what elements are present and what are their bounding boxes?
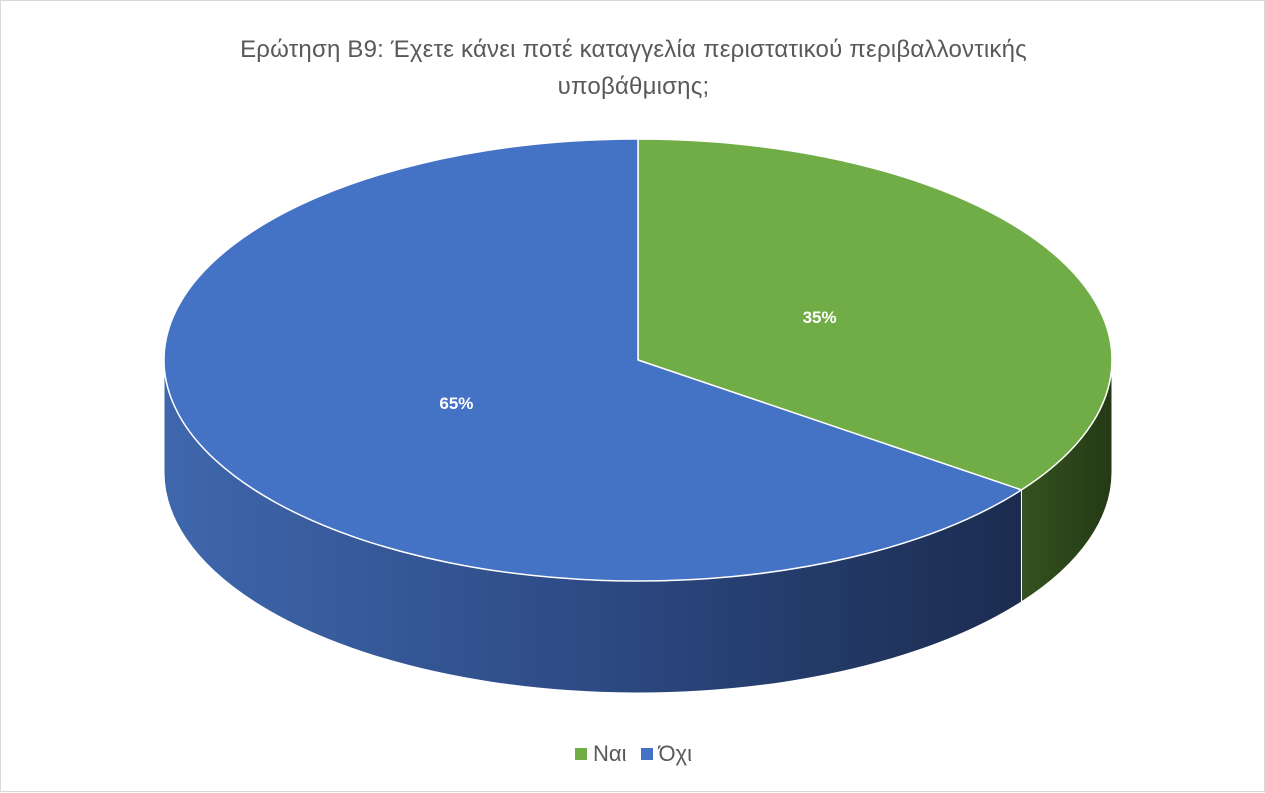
legend-label-no: Όχι	[658, 741, 692, 766]
chart-title-line-1: Ερώτηση Β9: Έχετε κάνει ποτέ καταγγελία …	[240, 36, 1027, 63]
pie-slice-yes	[637, 138, 1113, 491]
pie-slice-no	[163, 138, 1023, 582]
chart-title: Ερώτηση Β9: Έχετε κάνει ποτέ καταγγελία …	[1, 31, 1265, 105]
legend-item-yes: Ναι	[575, 741, 627, 767]
data-label-no: 65%	[439, 394, 473, 413]
legend-swatch-yes	[575, 748, 587, 760]
data-label-yes: 35%	[803, 308, 837, 327]
chart-title-line-2: υποβάθμισης;	[557, 73, 710, 100]
legend-swatch-no	[640, 748, 653, 760]
legend-item-no: Όχι	[640, 741, 692, 767]
chart-legend: Ναι Όχι	[1, 741, 1265, 767]
legend-label-yes: Ναι	[593, 741, 627, 766]
